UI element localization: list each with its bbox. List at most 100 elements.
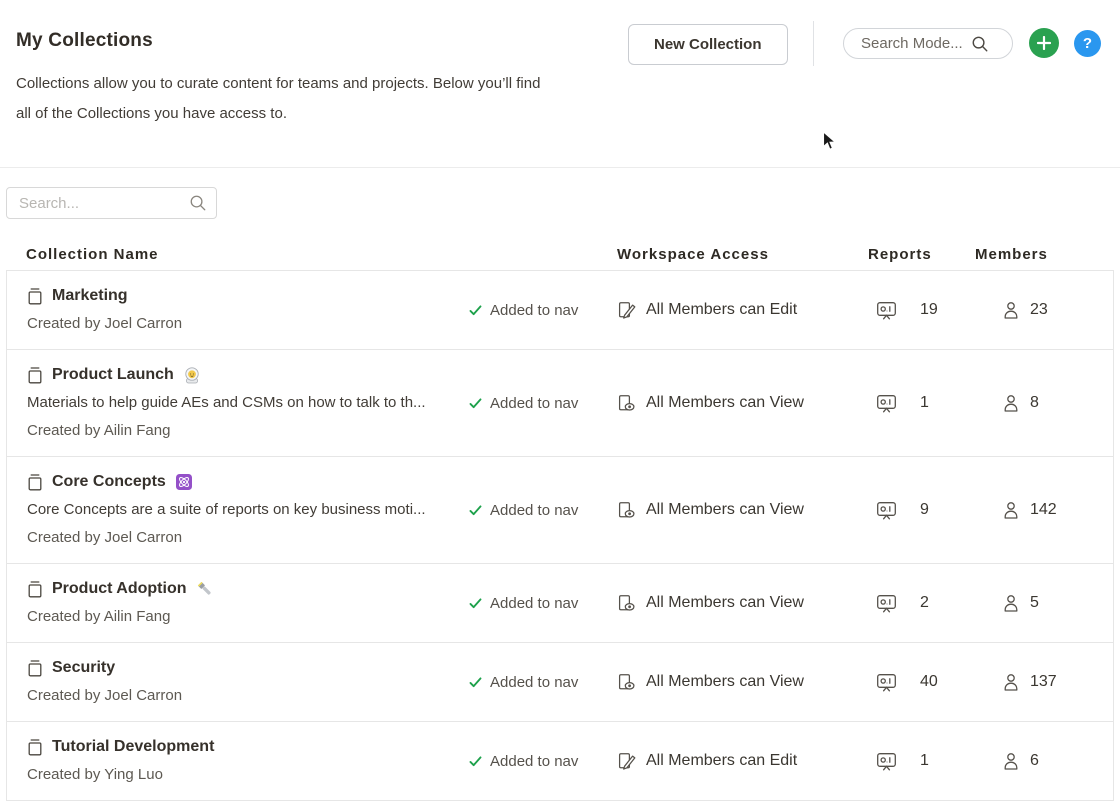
search-icon: [189, 194, 207, 212]
reports-cell: 1: [855, 394, 1000, 413]
member-count: 8: [1030, 394, 1039, 411]
collection-clipboard-icon: [27, 580, 43, 599]
workspace-access: All Members can Edit: [603, 300, 855, 320]
added-to-nav: Added to nav: [457, 395, 603, 412]
collection-created-by: Created by Ailin Fang: [27, 608, 171, 625]
added-to-nav-label: Added to nav: [490, 501, 579, 519]
collection-name: Product Launch: [52, 366, 174, 383]
astronaut-emoji: [183, 366, 201, 384]
view-access-icon: [616, 593, 637, 613]
column-header-workspace-access: Workspace Access: [617, 245, 769, 263]
workspace-access: All Members can View: [603, 593, 855, 613]
added-to-nav-label: Added to nav: [490, 752, 579, 770]
collections-search[interactable]: [6, 187, 217, 219]
view-access-icon: [616, 393, 637, 413]
collection-clipboard-icon: [27, 738, 43, 757]
workspace-access-label: All Members can View: [646, 394, 804, 411]
member-icon: [1003, 673, 1019, 691]
workspace-access-label: All Members can View: [646, 673, 804, 690]
mouse-cursor: [822, 130, 837, 157]
plus-icon: [1037, 36, 1051, 50]
flashlight-emoji: [196, 580, 214, 598]
workspace-access: All Members can Edit: [603, 751, 855, 771]
report-icon: [876, 501, 897, 520]
section-divider: [0, 167, 1120, 168]
check-icon: [469, 304, 482, 316]
collection-created-by: Created by Ying Luo: [27, 766, 163, 783]
add-button[interactable]: [1029, 28, 1059, 58]
workspace-access: All Members can View: [603, 672, 855, 692]
page-description-line2: all of the Collections you have access t…: [16, 105, 287, 122]
report-count: 1: [920, 394, 929, 411]
collection-link[interactable]: Core Concepts: [27, 468, 457, 496]
collection-row[interactable]: Product Adoption Created by Ailin Fang Add…: [7, 564, 1113, 643]
topbar-divider: [813, 21, 814, 66]
added-to-nav-label: Added to nav: [490, 301, 579, 319]
collection-link[interactable]: Marketing: [27, 282, 457, 310]
members-cell: 142: [1000, 501, 1113, 519]
member-count: 23: [1030, 301, 1048, 318]
collection-row[interactable]: Security Created by Joel Carron Added to n…: [7, 643, 1113, 722]
workspace-access-label: All Members can View: [646, 501, 804, 518]
question-icon: ?: [1082, 35, 1093, 52]
report-icon: [876, 752, 897, 771]
report-icon: [876, 301, 897, 320]
collection-name-cell: Product Adoption Created by Ailin Fang: [7, 564, 457, 642]
added-to-nav: Added to nav: [457, 302, 603, 319]
global-search-input[interactable]: [859, 34, 971, 53]
report-icon: [876, 594, 897, 613]
collection-description: Materials to help guide AEs and CSMs on …: [27, 394, 426, 411]
workspace-access-label: All Members can Edit: [646, 752, 798, 769]
members-cell: 8: [1000, 394, 1113, 412]
view-access-icon: [616, 672, 637, 692]
collection-link[interactable]: Product Adoption: [27, 575, 457, 603]
edit-access-icon: [616, 300, 637, 320]
members-cell: 6: [1000, 752, 1113, 770]
reports-cell: 1: [855, 752, 1000, 771]
added-to-nav: Added to nav: [457, 674, 603, 691]
added-to-nav: Added to nav: [457, 753, 603, 770]
page-description: Collections allow you to curate content …: [16, 69, 540, 129]
workspace-access-label: All Members can Edit: [646, 301, 798, 318]
member-icon: [1003, 394, 1019, 412]
member-count: 137: [1030, 673, 1057, 690]
added-to-nav-label: Added to nav: [490, 594, 579, 612]
column-header-collection-name: Collection Name: [26, 245, 159, 263]
collection-link[interactable]: Security: [27, 654, 457, 682]
collection-row[interactable]: Marketing Created by Joel Carron Added to …: [7, 271, 1113, 350]
added-to-nav: Added to nav: [457, 502, 603, 519]
collection-name: Marketing: [52, 287, 128, 304]
help-button[interactable]: ?: [1074, 30, 1101, 57]
report-count: 19: [920, 301, 938, 318]
collection-clipboard-icon: [27, 473, 43, 492]
column-header-members: Members: [975, 245, 1048, 263]
collection-clipboard-icon: [27, 287, 43, 306]
members-cell: 137: [1000, 673, 1113, 691]
page-description-line1: Collections allow you to curate content …: [16, 75, 541, 92]
check-icon: [469, 597, 482, 609]
member-icon: [1003, 301, 1019, 319]
global-search[interactable]: [843, 28, 1013, 59]
report-count: 2: [920, 594, 929, 611]
member-icon: [1003, 752, 1019, 770]
collection-link[interactable]: Tutorial Development: [27, 733, 457, 761]
collection-name-cell: Product Launch Materials to help guide AE…: [7, 350, 457, 456]
check-icon: [469, 676, 482, 688]
collection-name-cell: Security Created by Joel Carron: [7, 643, 457, 721]
reports-cell: 19: [855, 301, 1000, 320]
workspace-access-label: All Members can View: [646, 594, 804, 611]
collection-link[interactable]: Product Launch: [27, 361, 457, 389]
member-icon: [1003, 594, 1019, 612]
view-access-icon: [616, 500, 637, 520]
collections-search-input[interactable]: [17, 193, 189, 213]
collection-row[interactable]: Product Launch Materials to help guide AE…: [7, 350, 1113, 457]
member-count: 142: [1030, 501, 1057, 518]
added-to-nav: Added to nav: [457, 595, 603, 612]
collection-created-by: Created by Joel Carron: [27, 687, 183, 704]
collection-row[interactable]: Tutorial Development Created by Ying Luo A…: [7, 722, 1113, 801]
table-header: Collection Name Workspace Access Reports…: [6, 238, 1114, 270]
report-count: 40: [920, 673, 938, 690]
member-count: 5: [1030, 594, 1039, 611]
collection-row[interactable]: Core Concepts Core Concepts are a suite o…: [7, 457, 1113, 564]
new-collection-button[interactable]: New Collection: [628, 24, 788, 65]
